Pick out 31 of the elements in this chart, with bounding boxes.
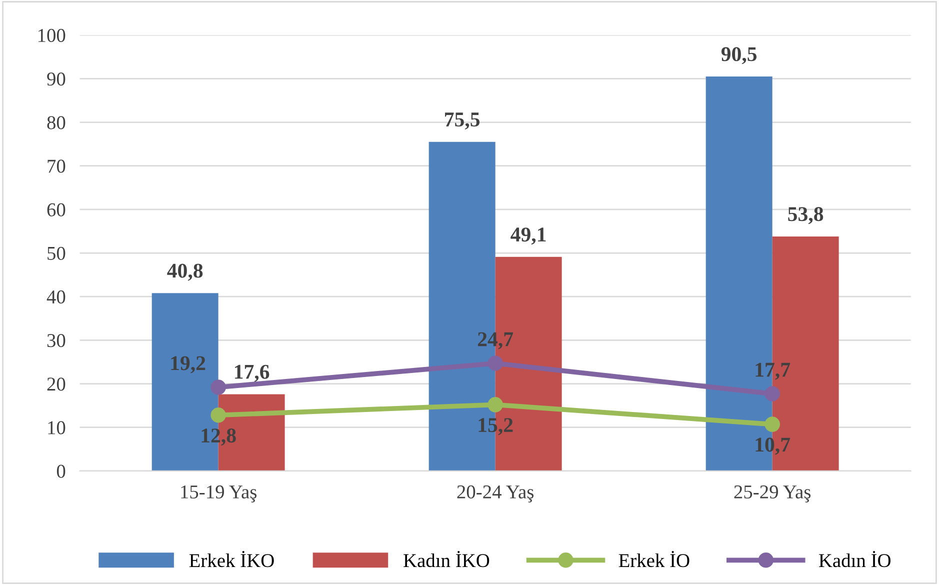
data-label: 53,8 (788, 207, 824, 224)
data-label: 19,2 (171, 356, 206, 374)
y-tick-label: 50 (48, 246, 66, 260)
data-label: 40,8 (167, 264, 203, 281)
y-tick-label: 0 (56, 464, 66, 478)
legend-label: Kadın İKO (404, 550, 490, 568)
x-tick-label: 20-24 Yaş (457, 485, 534, 502)
x-tick-label: 25-29 Yaş (734, 485, 811, 502)
data-label: 17,6 (235, 364, 270, 382)
x-tick-label: 15-19 Yaş (181, 485, 257, 502)
point (764, 386, 780, 402)
point (210, 408, 226, 423)
y-tick-label: 10 (48, 421, 66, 434)
legend-label: Kadın İO (818, 550, 890, 568)
y-tick-label: 40 (46, 290, 66, 304)
point (210, 380, 226, 395)
data-label: 49,1 (510, 228, 546, 245)
y-tick-label: 70 (48, 160, 66, 173)
y-tick-label: 80 (47, 116, 66, 130)
point (764, 416, 780, 432)
y-tick-label: 20 (47, 378, 66, 391)
legend-label: Erkek İKO (189, 550, 274, 568)
point (488, 356, 503, 371)
point (488, 397, 503, 412)
legend-label: Erkek İO (618, 550, 690, 568)
y-tick-label: 90 (47, 72, 66, 86)
y-tick-label: 100 (38, 28, 66, 42)
data-label: 75,5 (445, 112, 480, 130)
y-tick-label: 30 (47, 334, 66, 348)
y-tick-label: 60 (47, 203, 66, 216)
data-label: 90,5 (721, 47, 757, 64)
